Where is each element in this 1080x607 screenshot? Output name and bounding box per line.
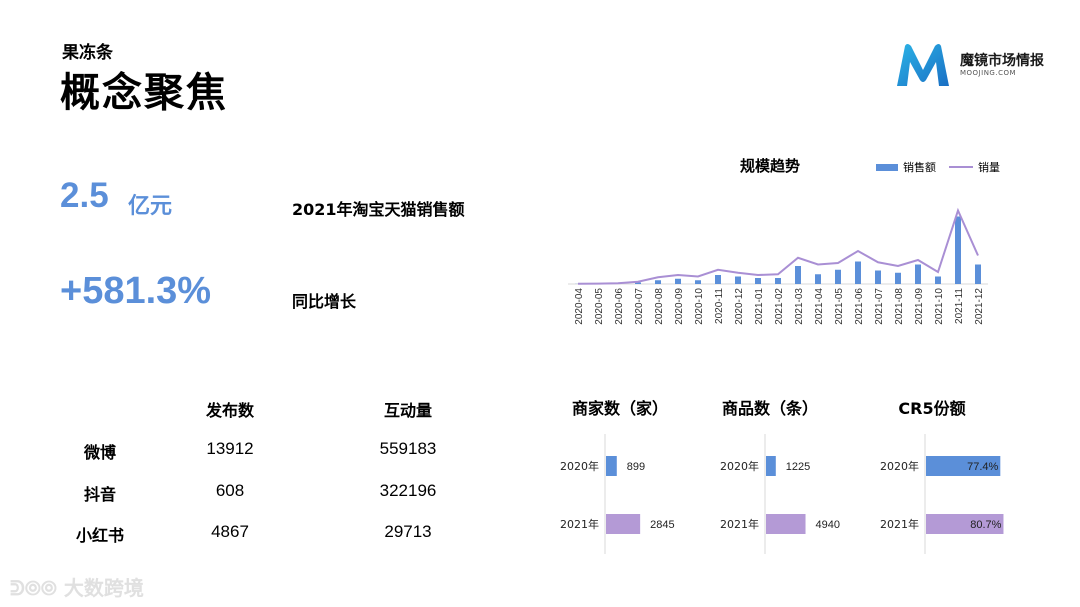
page-subtitle: 果冻条	[62, 43, 113, 63]
sales-bar	[715, 275, 721, 284]
trend-tick-label: 2020-05	[594, 288, 605, 325]
sales-unit: 亿元	[128, 194, 173, 219]
sales-bar	[735, 276, 741, 284]
mini-bar	[766, 456, 776, 476]
moojing-logo-icon	[897, 44, 949, 86]
merchants-chart: 2020年 899 2021年 2845	[560, 434, 675, 554]
cr5-chart: 2020年 77.4% 2021年 80.7%	[880, 434, 1004, 554]
trend-tick-label: 2020-04	[574, 288, 585, 325]
mini-bar	[766, 514, 806, 534]
cr5-chart-title: CR5份额	[898, 399, 966, 418]
xiaohongshu-posts: 4867	[211, 522, 249, 541]
trend-tick-label: 2021-06	[854, 288, 865, 325]
watermark-logo-icon: ᕲ⦾⦾	[10, 576, 64, 600]
trend-tick-label: 2020-07	[634, 288, 645, 325]
sales-bar	[835, 269, 841, 284]
sales-bar	[815, 274, 821, 284]
merchants-chart-title: 商家数（家）	[571, 399, 668, 418]
trend-chart-title: 规模趋势	[740, 157, 801, 175]
trend-tick-label: 2020-06	[614, 288, 625, 325]
sales-bar	[975, 264, 981, 284]
mini-bar	[606, 514, 641, 534]
trend-tick-label: 2021-03	[794, 288, 805, 325]
trend-tick-label: 2021-09	[914, 288, 925, 325]
trend-tick-label: 2021-04	[814, 288, 825, 325]
trend-tick-label: 2021-01	[754, 288, 765, 325]
platform-xiaohongshu: 小红书	[75, 526, 124, 545]
sales-bar	[955, 216, 961, 284]
mini-category-label: 2021年	[720, 517, 759, 531]
trend-tick-label: 2021-07	[874, 288, 885, 325]
mini-category-label: 2021年	[560, 517, 599, 531]
trend-tick-label: 2021-02	[774, 288, 785, 325]
platform-weibo: 微博	[83, 443, 116, 462]
trend-tick-label: 2021-08	[894, 288, 905, 325]
trend-legend: 销售额 销量	[876, 159, 1000, 175]
logo-subtext: MOOJING.COM	[960, 69, 1017, 77]
legend-line-swatch	[949, 166, 973, 168]
platform-douyin: 抖音	[83, 485, 116, 504]
trend-tick-label: 2021-12	[974, 288, 985, 325]
douyin-posts: 608	[215, 481, 245, 500]
legend-sales-label: 销售额	[903, 161, 936, 174]
trend-chart: 2020-04 2020-05 2020-06 2020-07 2020-08 2020-…	[568, 207, 988, 325]
trend-tick-label: 2021-05	[834, 288, 845, 325]
sales-bar	[875, 270, 881, 284]
sales-bar	[795, 266, 801, 284]
mini-category-label: 2020年	[560, 459, 599, 473]
sales-value: 2.5	[60, 176, 109, 215]
mini-category-label: 2021年	[880, 517, 919, 531]
growth-value: +581.3%	[60, 270, 212, 312]
sales-bar	[775, 278, 781, 284]
mini-value-label: 1225	[786, 461, 810, 473]
sales-bar	[635, 282, 641, 284]
sales-label: 2021年淘宝天猫销售额	[292, 200, 465, 219]
mini-value-label: 4940	[816, 519, 840, 531]
trend-tick-label: 2020-08	[654, 288, 665, 325]
mini-bar	[606, 456, 617, 476]
sales-bar	[655, 280, 661, 284]
col-header-engagement: 互动量	[383, 401, 432, 420]
trend-tick-label: 2020-09	[674, 288, 685, 325]
sales-bar	[915, 264, 921, 284]
col-header-posts: 发布数	[205, 401, 254, 420]
sales-bar	[935, 276, 941, 284]
douyin-engagement: 322196	[379, 481, 437, 500]
volume-line	[577, 207, 979, 285]
sales-bar	[675, 278, 681, 284]
mini-value-label: 77.4%	[967, 461, 998, 473]
xiaohongshu-engagement: 29713	[384, 522, 432, 541]
weibo-engagement: 559183	[379, 439, 437, 458]
products-chart-title: 商品数（条）	[721, 399, 818, 418]
growth-label: 同比增长	[292, 292, 357, 311]
legend-bar-swatch	[876, 163, 898, 171]
trend-tick-label: 2020-12	[734, 288, 745, 325]
watermark-text: 大数跨境	[63, 576, 144, 600]
watermark: ᕲ⦾⦾ 大数跨境	[10, 572, 144, 601]
mini-bar	[926, 456, 1001, 476]
trend-tick-label: 2021-10	[934, 288, 945, 325]
trend-tick-label: 2021-11	[954, 288, 965, 324]
products-chart: 2020年 1225 2021年 4940	[720, 434, 840, 554]
weibo-posts: 13912	[206, 439, 254, 458]
sales-bar	[755, 278, 761, 284]
trend-tick-label: 2020-11	[714, 288, 725, 324]
mini-category-label: 2020年	[720, 459, 759, 473]
page-title: 概念聚焦	[60, 70, 228, 116]
mini-value-label: 2845	[650, 519, 674, 531]
sales-bar	[895, 272, 901, 284]
trend-tick-label: 2020-10	[694, 288, 705, 325]
mini-category-label: 2020年	[880, 459, 919, 473]
logo-name: 魔镜市场情报	[960, 53, 1044, 69]
sales-bar	[695, 280, 701, 284]
mini-value-label: 899	[627, 461, 645, 473]
sales-bar	[855, 261, 861, 284]
mini-value-label: 80.7%	[970, 519, 1001, 531]
legend-volume-label: 销量	[978, 161, 1000, 174]
mini-bar	[926, 514, 1004, 534]
